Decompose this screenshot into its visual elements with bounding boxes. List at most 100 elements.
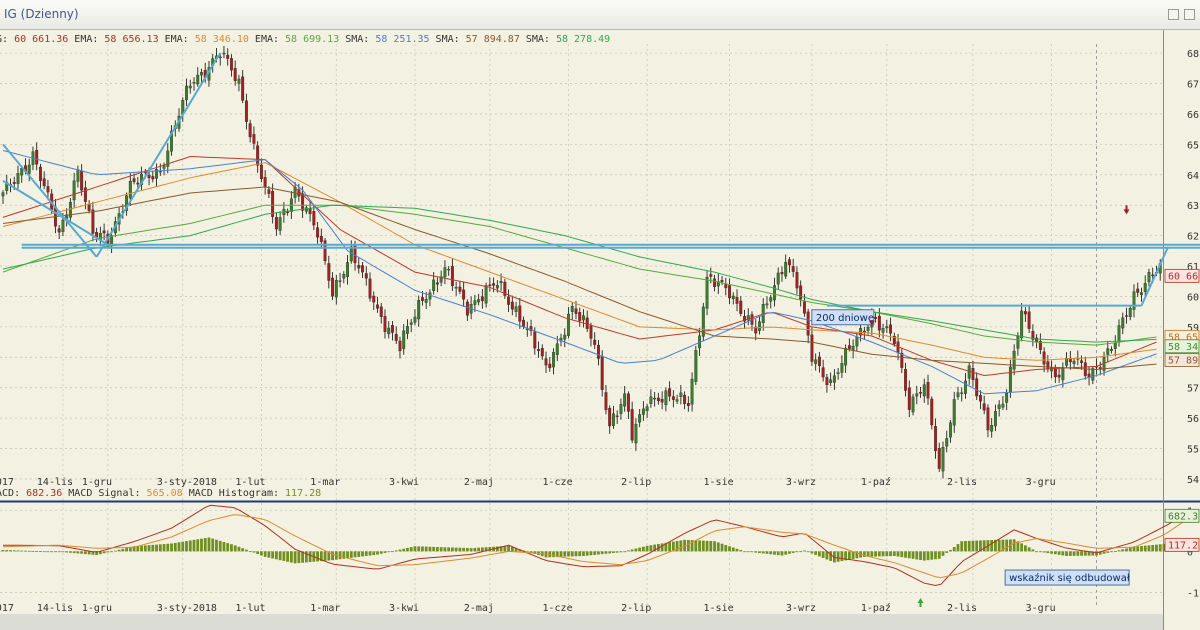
candle-body xyxy=(1151,274,1155,277)
macd-histogram-bar xyxy=(578,551,582,557)
macd-histogram-bar xyxy=(424,546,428,552)
macd-histogram-bar xyxy=(319,551,323,562)
macd-histogram-bar xyxy=(911,551,915,559)
candle-body xyxy=(664,390,668,406)
candle-body xyxy=(188,85,192,89)
candle-body xyxy=(331,277,335,297)
minimize-icon[interactable] xyxy=(1168,9,1179,20)
macd-histogram-bar xyxy=(574,551,578,557)
macd-histogram-bar xyxy=(1110,551,1113,553)
macd-histogram-bar xyxy=(488,546,492,552)
candle-body xyxy=(904,369,907,391)
macd-histogram-bar xyxy=(241,548,245,552)
macd-histogram-bar xyxy=(1080,551,1083,556)
maximize-icon[interactable] xyxy=(1184,9,1195,20)
price-value-tag xyxy=(1164,339,1200,354)
candle-body xyxy=(791,266,795,272)
trend-line xyxy=(2,143,98,258)
candle-body xyxy=(570,306,574,312)
candle-body xyxy=(731,295,735,300)
candle-body xyxy=(844,348,848,366)
candle-body xyxy=(248,123,252,138)
window-title: IG (Dzienny) xyxy=(4,7,79,21)
macd-histogram-bar xyxy=(125,548,128,552)
macd-histogram-bar xyxy=(743,551,746,553)
macd-histogram-bar xyxy=(20,550,24,552)
macd-histogram-bar xyxy=(218,540,222,552)
candle-body xyxy=(847,345,851,349)
macd-histogram-bar xyxy=(402,548,406,552)
candle-body xyxy=(795,272,799,289)
candle-body xyxy=(110,235,114,246)
macd-histogram-bar xyxy=(1072,551,1076,556)
candle-body xyxy=(450,266,454,287)
candle-body xyxy=(784,262,788,277)
macd-histogram-bar xyxy=(361,551,364,557)
candle-body xyxy=(80,170,84,191)
macd-histogram-bar xyxy=(203,538,207,552)
candle-body xyxy=(132,178,136,182)
macd-histogram-bar xyxy=(709,541,713,552)
candle-body xyxy=(956,392,960,398)
candle-body xyxy=(952,399,956,426)
macd-histogram-bar xyxy=(990,540,994,552)
macd-histogram-bar xyxy=(552,551,555,558)
macd-histogram-bar xyxy=(42,551,46,553)
macd-histogram-bar xyxy=(930,551,934,560)
candle-body xyxy=(585,317,589,329)
macd-x-tick-label: 1-lut xyxy=(235,603,265,614)
candle-body xyxy=(626,393,630,412)
macd-histogram-bar xyxy=(638,547,642,552)
candle-body xyxy=(398,340,402,352)
candle-body xyxy=(402,330,406,349)
macd-histogram-bar xyxy=(1106,551,1110,553)
x-tick-label: 1-mar xyxy=(310,477,340,488)
macd-histogram-bar xyxy=(458,547,462,552)
candle-body xyxy=(301,193,305,211)
candle-body xyxy=(611,413,615,426)
candle-body xyxy=(267,189,271,194)
candle-body xyxy=(563,334,567,340)
candle-body xyxy=(379,306,383,317)
candle-body xyxy=(1008,366,1012,393)
y-tick-label: 62 xyxy=(1187,232,1199,243)
macd-histogram-bar xyxy=(1061,551,1065,556)
candle-body xyxy=(743,316,746,322)
macd-histogram-bar xyxy=(619,551,623,553)
macd-legend: MACD: 682.36 MACD Signal: 565.08 MACD Hi… xyxy=(0,488,321,499)
macd-histogram-bar xyxy=(600,551,604,555)
macd-histogram-bar xyxy=(462,547,466,552)
macd-histogram-bar xyxy=(192,539,196,552)
macd-histogram-bar xyxy=(480,547,484,552)
legend-value: 57 894.87 xyxy=(466,34,520,45)
macd-histogram-bar xyxy=(1046,551,1050,554)
macd-histogram-bar xyxy=(170,543,173,552)
candle-body xyxy=(91,209,95,234)
candle-body xyxy=(978,395,982,402)
macd-histogram-bar xyxy=(421,546,424,552)
macd-histogram-bar xyxy=(379,551,383,554)
candle-body xyxy=(675,399,679,402)
candle-body xyxy=(1132,291,1136,310)
macd-histogram-bar xyxy=(1027,547,1031,552)
macd-histogram-bar xyxy=(166,543,170,552)
macd-histogram-bar xyxy=(645,545,649,552)
candle-body xyxy=(780,272,784,275)
macd-histogram-bar xyxy=(5,550,9,552)
candle-body xyxy=(304,207,308,212)
macd-histogram-bar xyxy=(690,540,694,552)
candle-body xyxy=(619,404,623,414)
candle-body xyxy=(1050,367,1054,372)
stock-chart[interactable]: 686766656463626160595857565554paź-201714… xyxy=(0,30,1200,630)
macd-histogram-bar xyxy=(847,551,851,560)
macd-histogram-bar xyxy=(1031,549,1035,552)
candle-body xyxy=(492,283,496,286)
candle-body xyxy=(724,284,728,289)
candle-body xyxy=(42,178,46,187)
macd-histogram-bar xyxy=(428,546,432,552)
x-tick-label: 1-paź xyxy=(861,476,891,488)
candle-body xyxy=(773,285,776,301)
macd-histogram-bar xyxy=(1136,546,1140,552)
price-legend: IG: 60 661.36 EMA: 58 656.13 EMA: 58 346… xyxy=(0,34,610,45)
